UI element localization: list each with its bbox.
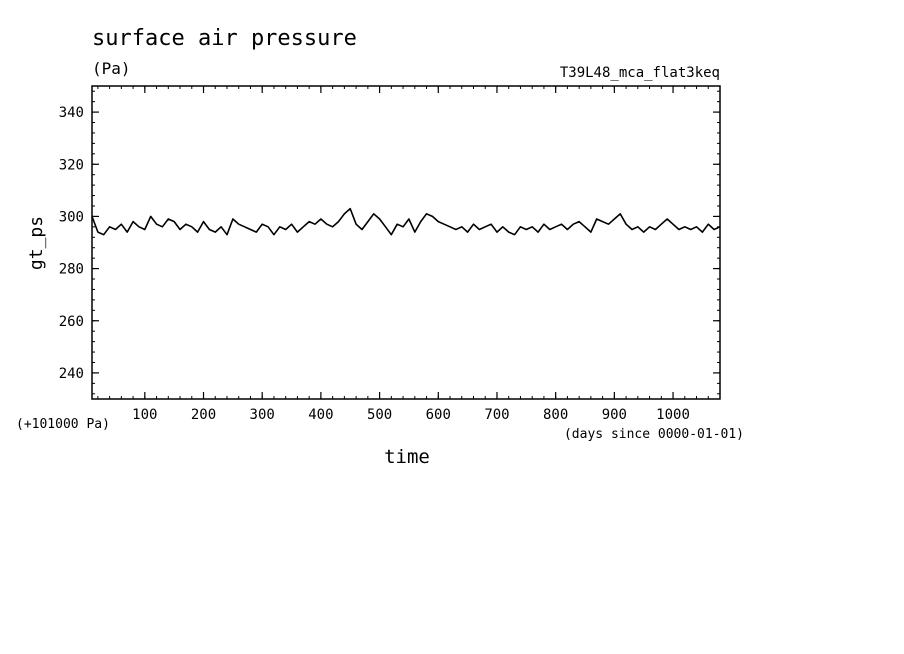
y-tick-label: 300: [59, 209, 84, 225]
plot-frame: [91, 85, 721, 400]
x-tick-label: 100: [132, 407, 157, 423]
x-tick-label: 1000: [656, 407, 690, 423]
x-tick-label: 900: [602, 407, 627, 423]
x-tick-label: 500: [367, 407, 392, 423]
axis-ticks: [92, 86, 721, 399]
x-tick-label: 800: [543, 407, 568, 423]
units-label: (Pa): [92, 59, 131, 78]
x-units-label: (days since 0000-01-01): [564, 427, 744, 442]
chart-title: surface air pressure: [92, 26, 357, 51]
y-axis-label: gt_ps: [26, 216, 47, 270]
experiment-label: T39L48_mca_flat3keq: [560, 65, 720, 81]
x-tick-label: 700: [484, 407, 509, 423]
x-tick-label: 300: [250, 407, 275, 423]
y-tick-label: 340: [59, 105, 84, 121]
series-layer: [91, 207, 721, 236]
x-axis-label: time: [384, 446, 430, 468]
y-tick-label: 240: [59, 366, 84, 382]
y-tick-label: 320: [59, 157, 84, 173]
x-tick-label: 400: [308, 407, 333, 423]
x-tick-label: 600: [426, 407, 451, 423]
y-tick-label: 260: [59, 314, 84, 330]
y-tick-label: 280: [59, 262, 84, 278]
tick-labels: 100 200 300 400 500 600 700 800 900 1000 240 260 280…: [59, 105, 690, 423]
y-offset-label: (+101000 Pa): [16, 417, 110, 432]
x-tick-label: 200: [191, 407, 216, 423]
series-line: [91, 207, 721, 236]
